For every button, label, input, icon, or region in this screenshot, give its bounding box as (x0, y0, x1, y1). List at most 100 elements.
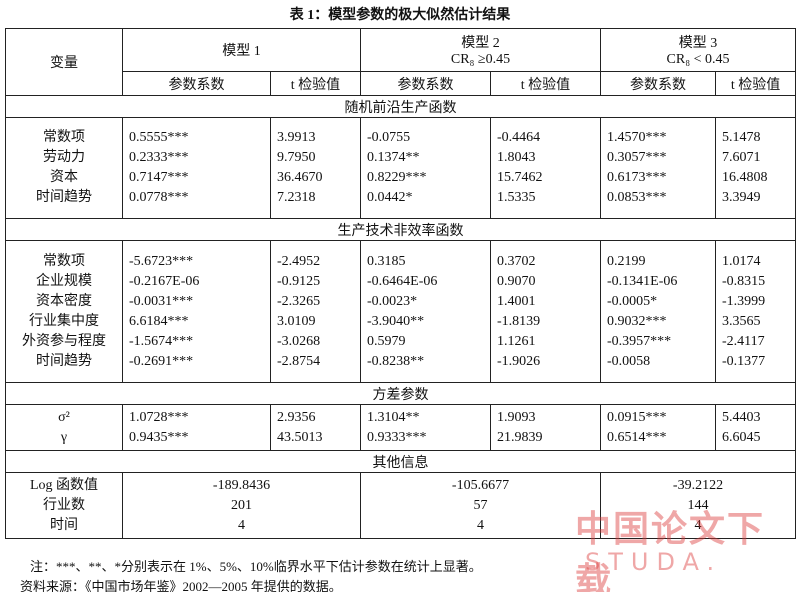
value-cell: 1.0174 -0.8315 -1.3999 3.3565 -2.4117 -0.1377 (714, 240, 797, 383)
value-cell: 2.9356 43.5013 (270, 404, 361, 451)
cell-value: -0.8238** (367, 353, 425, 369)
cell-value: 4 (694, 517, 702, 533)
section-title: 随机前沿生产函数 (4, 95, 797, 118)
cell-value: 1.1261 (497, 333, 536, 349)
cell-value: 5.1478 (722, 130, 761, 145)
value-cell: 1.3104** 0.9333*** (360, 404, 491, 451)
cell-value: -0.0755 (367, 130, 411, 145)
cell-value: 57 (473, 497, 488, 513)
value-cell: 0.3185 -0.6464E-06 -0.0023* -3.9040** 0.5979… (360, 240, 491, 383)
section-rows: 常数项 劳动力 资本 时间趋势 0.5555*** 0.2333*** 0.7147*** 0… (5, 117, 797, 219)
value-cell: 1.9093 21.9839 (490, 404, 601, 451)
cell-value: -1.3999 (722, 293, 766, 309)
cell-value: -0.2691*** (129, 353, 194, 369)
subheader-row: 参数系数 t 检验值 参数系数 t 检验值 参数系数 t 检验值 (6, 71, 797, 96)
cell-value: -3.0268 (277, 333, 321, 349)
row-label: 资本 (50, 170, 78, 185)
cell-value: 0.8229*** (367, 170, 427, 185)
section-title-row: 生产技术非效率函数 (4, 218, 797, 241)
cell-value: 43.5013 (277, 429, 323, 445)
model-header: 模型 3 CR₈ < 0.45 (599, 28, 797, 72)
value-cell: 0.2199 -0.1341E-06 -0.0005* 0.9032*** -0.395… (600, 240, 716, 383)
cell-value: -3.9040** (367, 313, 425, 329)
cell-value: 6.6045 (722, 429, 761, 445)
cell-value: 0.6514*** (607, 429, 667, 445)
row-label: 行业集中度 (29, 313, 99, 329)
cell-value: 0.6173*** (607, 170, 667, 185)
cell-value: -2.3265 (277, 293, 321, 309)
table-body: 变量 模型 1 模型 2 CR₈ ≥0.45 模型 3 CR₈ < 0.45 参数系数 t 检… (4, 28, 797, 539)
cell-value: 36.4670 (277, 170, 323, 185)
cell-value: -0.3957*** (607, 333, 672, 349)
value-cell: -189.8436 201 4 (122, 472, 361, 539)
value-cell: -2.4952 -0.9125 -2.3265 3.0109 -3.0268 -2.875… (270, 240, 361, 383)
cell-value: -2.4952 (277, 253, 321, 269)
watermark-url: STUDA. (585, 548, 723, 576)
row-label: σ² (58, 409, 70, 425)
value-cell: 0.3702 0.9070 1.4001 -1.8139 1.1261 -1.9026 (490, 240, 601, 383)
cell-value: 0.0853*** (607, 190, 667, 205)
row-label: 常数项 (43, 130, 85, 145)
model-name: 模型 2 (461, 36, 500, 51)
cell-value: 0.0915*** (607, 409, 667, 425)
cell-value: 0.3185 (367, 253, 406, 269)
cell-value: 6.6184*** (129, 313, 189, 329)
cell-value: 5.4403 (722, 409, 761, 425)
model-condition: CR₈ < 0.45 (666, 52, 730, 67)
cell-value: 0.7147*** (129, 170, 189, 185)
label-cell: 常数项 劳动力 资本 时间趋势 (5, 117, 123, 219)
cell-value: -1.9026 (497, 353, 541, 369)
cell-value: 144 (687, 497, 709, 513)
cell-value: -2.8754 (277, 353, 321, 369)
cell-value: -0.6464E-06 (367, 273, 438, 289)
row-label: Log 函数值 (29, 477, 99, 493)
cell-value: 0.9333*** (367, 429, 427, 445)
value-cell: -5.6723*** -0.2167E-06 -0.0031*** 6.6184***… (122, 240, 271, 383)
cell-value: -105.6677 (451, 477, 510, 493)
cell-value: -0.1377 (722, 353, 766, 369)
cell-value: 7.6071 (722, 150, 761, 165)
section-title: 其他信息 (4, 450, 797, 473)
cell-value: 9.7950 (277, 150, 316, 165)
value-cell: 1.4570*** 0.3057*** 0.6173*** 0.0853*** (600, 117, 716, 219)
header-row: 变量 模型 1 模型 2 CR₈ ≥0.45 模型 3 CR₈ < 0.45 (5, 28, 797, 96)
cell-value: 0.5555*** (129, 130, 189, 145)
cell-value: 0.9435*** (129, 429, 189, 445)
value-cell: -0.0755 0.1374** 0.8229*** 0.0442* (360, 117, 491, 219)
cell-value: 201 (231, 497, 252, 513)
cell-value: -0.4464 (497, 130, 541, 145)
cell-value: -1.5674*** (129, 333, 194, 349)
value-cell: 5.4403 6.6045 (714, 404, 797, 451)
cell-value: 0.2199 (607, 253, 646, 269)
cell-value: 1.4001 (497, 293, 536, 309)
label-cell: σ² γ (5, 404, 123, 451)
cell-value: -189.8436 (212, 477, 271, 493)
cell-value: -0.1341E-06 (607, 273, 678, 289)
source: 资料来源：《中国市场年鉴》2002—2005 年提供的数据。 (20, 579, 342, 592)
cell-value: 15.7462 (497, 170, 543, 185)
row-label: 企业规模 (36, 273, 92, 289)
cell-value: 1.3104** (367, 409, 420, 425)
cell-value: 0.0778*** (129, 190, 189, 205)
row-label: 时间 (50, 517, 78, 533)
row-label: 外资参与程度 (22, 333, 106, 349)
subheader: 参数系数 (600, 71, 716, 96)
cell-value: 16.4808 (722, 170, 768, 185)
cell-value: -2.4117 (722, 333, 765, 349)
cell-value: 1.0174 (722, 253, 761, 269)
section-rows: Log 函数值 行业数 时间 -189.8436 201 4 -105.6677 57 4 -39… (5, 472, 797, 539)
row-label: 劳动力 (43, 150, 85, 165)
note: 注：***、**、*分别表示在 1%、5%、10%临界水平下估计参数在统计上显著… (30, 559, 482, 574)
cell-value: -0.0005* (607, 293, 658, 309)
section-title: 生产技术非效率函数 (4, 218, 797, 241)
cell-value: 4 (477, 517, 484, 533)
cell-value: 1.5335 (497, 190, 536, 205)
value-cell: 5.1478 7.6071 16.4808 3.3949 (714, 117, 797, 219)
watermark: 中国论文下载 (575, 509, 766, 592)
cell-value: -0.0058 (607, 353, 651, 369)
subheader: 参数系数 (360, 71, 491, 96)
subheader: t 检验值 (714, 71, 797, 96)
row-label: γ (60, 429, 68, 445)
variable-header: 变量 (5, 28, 123, 96)
value-cell: -39.2122 144 4 (599, 472, 797, 539)
